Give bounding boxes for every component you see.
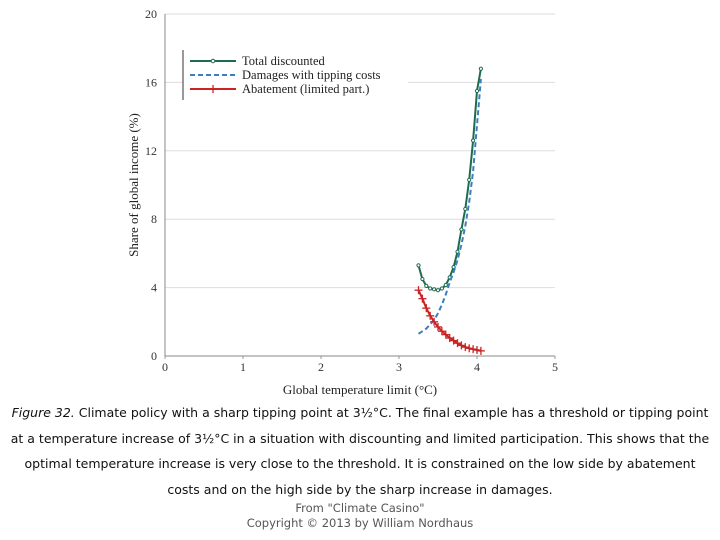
series-3-point — [457, 341, 466, 350]
y-tick-label: 12 — [145, 144, 157, 158]
series-1-point — [420, 276, 425, 282]
chart-axes — [164, 14, 556, 359]
series-3-point — [414, 286, 423, 295]
series-1-point — [428, 286, 433, 291]
legend-label-2: Damages with tipping costs — [242, 68, 381, 82]
series-1-point — [424, 283, 429, 288]
series-3-point — [469, 345, 478, 354]
series-1-point — [459, 227, 464, 232]
series-1-point — [471, 138, 476, 143]
x-tick-label: 1 — [240, 360, 246, 374]
x-tick-label: 2 — [318, 360, 324, 374]
source-credit: From "Climate Casino" Copyright © 2013 b… — [160, 501, 560, 530]
y-tick-label: 8 — [151, 212, 157, 226]
x-axis-title: Global temperature limit (°C) — [283, 382, 437, 397]
y-axis-title: Share of global income (%) — [126, 113, 141, 257]
y-tick-label: 0 — [151, 349, 157, 363]
series-line-1 — [417, 68, 482, 292]
credit-copyright-line: Copyright © 2013 by William Nordhaus — [246, 515, 474, 530]
figure-caption: Figure 32. Climate policy with a sharp t… — [8, 400, 712, 502]
series-1-point — [467, 177, 472, 182]
legend-label-1: Total discounted — [242, 54, 326, 68]
y-tick-label: 20 — [145, 7, 157, 21]
series-3-point — [430, 317, 439, 326]
x-tick-label: 0 — [162, 360, 168, 374]
legend-box — [183, 50, 408, 100]
series-3-point — [422, 304, 431, 313]
y-tick-label: 4 — [151, 281, 157, 295]
series-3-point — [465, 344, 474, 353]
series-3-point — [437, 327, 446, 336]
series-1-point — [435, 288, 441, 293]
series-3-point — [434, 322, 442, 331]
series-1-point — [455, 249, 460, 254]
x-tick-label: 4 — [474, 360, 480, 374]
series-1-point — [416, 263, 421, 268]
series-3-point — [418, 294, 427, 303]
series-line-2 — [417, 78, 482, 335]
series-3-point — [476, 346, 485, 355]
series-3-point — [426, 311, 435, 320]
series-1-point — [439, 286, 444, 291]
series-1-point — [463, 206, 468, 212]
x-tick-label: 5 — [552, 360, 558, 374]
series-3-point — [441, 330, 450, 339]
series-3-point — [473, 346, 481, 355]
y-tick-label: 16 — [145, 75, 157, 89]
series-3-point — [461, 343, 470, 352]
caption-text: Climate policy with a sharp tipping poin… — [10, 405, 710, 497]
credit-source-line: From "Climate Casino" — [295, 501, 425, 515]
series-1-point — [478, 66, 483, 71]
figure-label: Figure 32. — [11, 405, 75, 420]
series-1-point — [443, 282, 448, 288]
legend-marker-1 — [210, 58, 216, 64]
x-tick-label: 3 — [396, 360, 402, 374]
series-1-point — [474, 88, 480, 94]
chart-series — [414, 66, 485, 355]
series-1-point — [451, 264, 456, 270]
series-1-point — [432, 287, 437, 292]
legend-label-3: Abatement (limited part.) — [242, 82, 369, 96]
